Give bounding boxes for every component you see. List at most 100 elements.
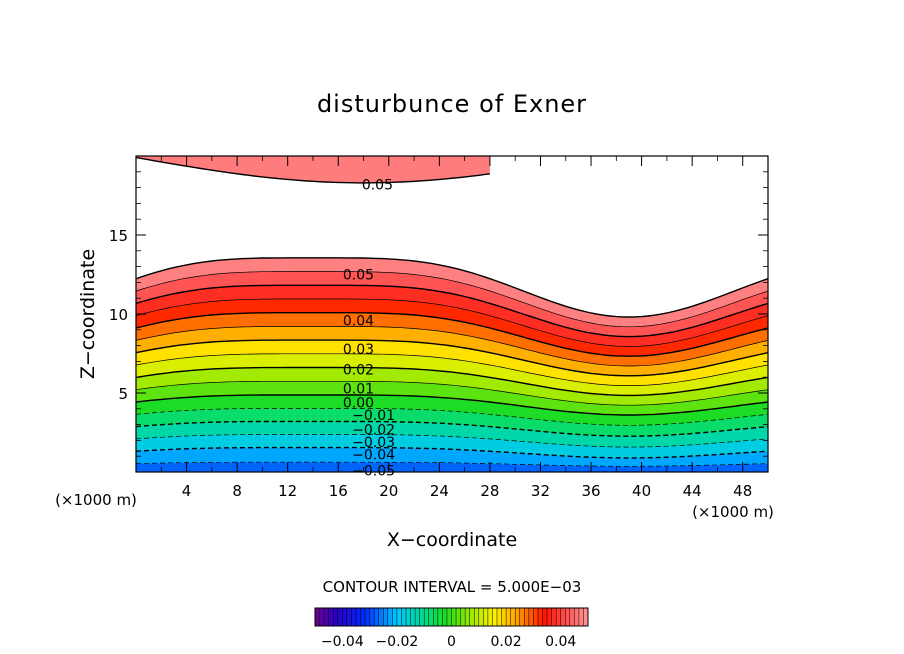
x-tick-label: 4 — [182, 482, 192, 500]
contour-line — [136, 380, 768, 406]
x-tick-label: 16 — [329, 482, 348, 500]
contour-line — [136, 284, 768, 338]
colorbar-cell — [515, 608, 521, 626]
colorbar-cell — [319, 608, 325, 626]
contour-line-negative — [136, 408, 768, 426]
x-tick-label: 8 — [232, 482, 242, 500]
x-axis-ticks: 4 8 12 16 20 24 28 32 36 40 44 48 — [160, 156, 752, 500]
x-tick-label: 48 — [733, 482, 752, 500]
colorbar-cell — [528, 608, 534, 626]
colorbar-cell — [547, 608, 552, 626]
colorbar-cell — [324, 608, 329, 626]
colorbar-cell — [524, 608, 530, 626]
colorbar-cell — [501, 608, 507, 626]
colorbar — [314, 607, 589, 627]
colorbar-cell — [406, 608, 411, 626]
colorbar-cell — [483, 608, 489, 626]
contour-band — [136, 488, 768, 500]
colorbar-cell — [415, 608, 420, 626]
colorbar-cell — [433, 608, 439, 626]
contour-line-negative — [136, 434, 768, 448]
contour-label: −0.01 — [352, 408, 395, 424]
colorbar-cell — [510, 608, 516, 626]
colorbar-tick-label: 0.02 — [491, 634, 522, 650]
colorbar-cell — [574, 608, 580, 626]
colorbar-tick-label: 0.04 — [545, 634, 576, 650]
x-tick-label: 12 — [278, 482, 297, 500]
contour-label: 0.05 — [362, 177, 393, 193]
contour-line — [136, 339, 768, 377]
x-tick-label: 28 — [480, 482, 499, 500]
colorbar-cell — [478, 608, 484, 626]
colorbar-cell — [578, 608, 584, 626]
colorbar-cell — [365, 608, 370, 626]
colorbar-cell — [551, 608, 557, 626]
x-unit-label-left: (×1000 m) — [55, 491, 137, 509]
colorbar-cell — [465, 608, 470, 626]
colorbar-cell — [542, 608, 548, 626]
contour-band — [136, 476, 768, 488]
contour-labels: 0.050.050.040.030.020.010.00−0.01−0.02−0… — [343, 177, 395, 479]
contour-line — [136, 271, 768, 328]
colorbar-cell — [451, 608, 457, 626]
contour-line — [136, 366, 768, 397]
colorbar-cell — [346, 608, 352, 626]
colorbar-cell — [374, 608, 379, 626]
colorbar-cell — [487, 608, 493, 626]
colorbar-cell — [460, 608, 466, 626]
contour-line-negative — [136, 461, 768, 467]
colorbar-cell — [442, 608, 448, 626]
colorbar-cell — [387, 608, 393, 626]
contour-line-top — [136, 156, 490, 184]
contour-line — [136, 257, 768, 318]
contour-label: 0.05 — [343, 268, 374, 284]
colorbar-cell — [446, 608, 452, 626]
colorbar-cell — [392, 608, 398, 626]
colorbar-cell — [378, 608, 384, 626]
contour-lines — [136, 156, 768, 467]
x-tick-label: 20 — [379, 482, 398, 500]
colorbar-cell — [506, 608, 511, 626]
contour-interval-text: CONTOUR INTERVAL = 5.000E−03 — [323, 578, 582, 596]
y-tick-label: 15 — [109, 227, 128, 245]
contour-label: 0.00 — [343, 395, 374, 411]
colorbar-cell — [410, 608, 416, 626]
plot-area: 0.050.050.040.030.020.010.00−0.01−0.02−0… — [109, 155, 769, 513]
colorbar-cell — [424, 608, 430, 626]
contour-label: 0.01 — [343, 381, 374, 397]
contour-band-top — [136, 156, 490, 183]
contour-band — [136, 474, 768, 513]
contour-label: −0.02 — [352, 422, 395, 438]
colorbar-cell — [351, 608, 357, 626]
contour-label: 0.02 — [343, 362, 374, 378]
chart-title: disturbunce of Exner — [317, 90, 587, 118]
colorbar-cell — [401, 608, 407, 626]
x-tick-label: 32 — [531, 482, 550, 500]
colorbar-cell — [556, 608, 561, 626]
x-unit-label-right: (×1000 m) — [692, 503, 774, 521]
colorbar-cell — [519, 608, 525, 626]
colorbar-cell — [342, 608, 348, 626]
contour-label: −0.04 — [352, 448, 395, 464]
colorbar-cell — [533, 608, 539, 626]
colorbar-cell — [497, 608, 502, 626]
colorbar-tick-label: 0 — [447, 634, 456, 650]
x-tick-label: 36 — [581, 482, 600, 500]
colorbar-cell — [583, 608, 589, 626]
contour-line — [136, 353, 768, 386]
y-tick-label: 5 — [118, 385, 128, 403]
colorbar-frame — [314, 607, 589, 627]
colorbar-cell — [328, 608, 334, 626]
colorbar-cell — [315, 608, 320, 626]
colorbar-cell — [337, 608, 343, 626]
colorbar-ticks: −0.04 −0.02 0 0.02 0.04 — [321, 634, 577, 650]
colorbar-cell — [360, 608, 366, 626]
colorbar-cell — [569, 608, 575, 626]
colorbar-cell — [437, 608, 443, 626]
colorbar-cell — [355, 608, 361, 626]
colorbar-cell — [560, 608, 566, 626]
contour-label: 0.03 — [343, 342, 374, 358]
colorbar-cell — [456, 608, 461, 626]
contour-label: −0.03 — [352, 435, 395, 451]
